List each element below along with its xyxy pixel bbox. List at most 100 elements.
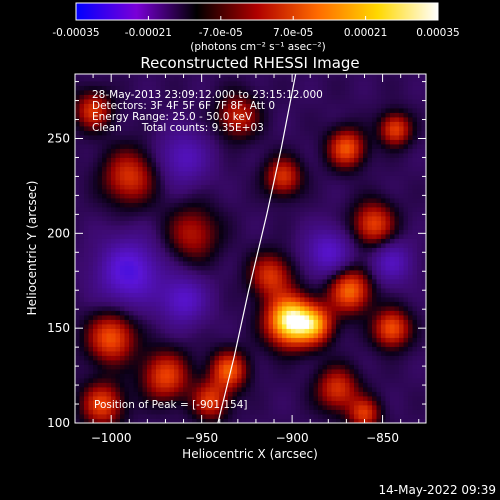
heatmap-pixel <box>129 355 134 361</box>
heatmap-pixel <box>178 162 184 167</box>
heatmap-pixel <box>178 279 184 284</box>
heatmap-pixel <box>75 301 80 307</box>
heatmap-pixel <box>304 346 310 352</box>
heatmap-pixel <box>322 238 328 244</box>
heatmap-pixel <box>349 409 355 415</box>
heatmap-pixel <box>349 373 355 379</box>
heatmap-pixel <box>223 180 229 185</box>
heatmap-pixel <box>192 153 197 158</box>
heatmap-pixel <box>120 418 125 423</box>
heatmap-pixel <box>336 409 341 415</box>
heatmap-pixel <box>264 283 269 289</box>
heatmap-pixel <box>196 225 202 230</box>
heatmap-pixel <box>354 364 359 370</box>
heatmap-pixel <box>322 261 328 266</box>
heatmap-pixel <box>403 256 409 262</box>
heatmap-pixel <box>97 310 103 316</box>
heatmap-pixel <box>295 144 301 149</box>
heatmap-pixel <box>399 279 404 284</box>
heatmap-pixel <box>129 382 134 388</box>
heatmap-pixel <box>133 297 139 302</box>
heatmap-pixel <box>111 220 116 226</box>
heatmap-pixel <box>138 153 143 158</box>
heatmap-pixel <box>367 360 373 365</box>
heatmap-pixel <box>345 198 350 203</box>
heatmap-pixel <box>286 310 292 316</box>
heatmap-pixel <box>354 175 359 181</box>
heatmap-pixel <box>282 166 287 172</box>
heatmap-pixel <box>291 252 296 257</box>
heatmap-pixel <box>385 360 391 365</box>
heatmap-pixel <box>340 211 346 217</box>
heatmap-pixel <box>421 243 426 248</box>
heatmap-pixel <box>268 409 274 415</box>
heatmap-pixel <box>273 148 278 154</box>
heatmap-pixel <box>417 288 422 293</box>
heatmap-pixel <box>183 405 188 410</box>
heatmap-pixel <box>138 157 143 163</box>
heatmap-pixel <box>169 279 175 284</box>
heatmap-pixel <box>322 387 328 392</box>
heatmap-pixel <box>156 153 161 158</box>
heatmap-pixel <box>75 256 80 262</box>
heatmap-pixel <box>399 243 404 248</box>
heatmap-pixel <box>241 283 247 289</box>
heatmap-pixel <box>178 328 184 334</box>
heatmap-pixel <box>183 166 188 172</box>
heatmap-pixel <box>160 144 166 149</box>
heatmap-pixel <box>102 288 107 293</box>
heatmap-pixel <box>237 396 242 401</box>
heatmap-pixel <box>412 198 418 203</box>
heatmap-pixel <box>345 270 350 275</box>
heatmap-pixel <box>246 292 251 298</box>
heatmap-pixel <box>385 216 391 221</box>
heatmap-pixel <box>178 391 184 397</box>
heatmap-pixel <box>291 198 296 203</box>
heatmap-pixel <box>169 193 175 199</box>
heatmap-pixel <box>313 279 319 284</box>
heatmap-pixel <box>421 180 426 185</box>
heatmap-pixel <box>214 346 220 352</box>
heatmap-pixel <box>255 234 260 239</box>
heatmap-pixel <box>174 211 179 217</box>
heatmap-pixel <box>102 292 107 298</box>
heatmap-pixel <box>79 373 85 379</box>
heatmap-pixel <box>183 270 188 275</box>
heatmap-pixel <box>138 261 143 266</box>
heatmap-pixel <box>313 229 319 235</box>
heatmap-pixel <box>417 396 422 401</box>
heatmap-pixel <box>367 319 373 325</box>
heatmap-pixel <box>376 157 382 163</box>
heatmap-pixel <box>79 189 85 194</box>
heatmap-pixel <box>133 306 139 311</box>
heatmap-pixel <box>412 310 418 316</box>
heatmap-pixel <box>273 328 278 334</box>
heatmap-pixel <box>84 342 89 347</box>
heatmap-pixel <box>160 414 166 419</box>
heatmap-pixel <box>183 234 188 239</box>
heatmap-pixel <box>264 270 269 275</box>
heatmap-pixel <box>97 180 103 185</box>
heatmap-pixel <box>237 360 242 365</box>
heatmap-pixel <box>196 265 202 271</box>
heatmap-pixel <box>408 328 413 334</box>
heatmap-pixel <box>349 261 355 266</box>
heatmap-pixel <box>93 315 98 320</box>
heatmap-pixel <box>345 148 350 154</box>
heatmap-pixel <box>367 234 373 239</box>
heatmap-pixel <box>133 229 139 235</box>
heatmap-pixel <box>282 306 287 311</box>
heatmap-pixel <box>169 369 175 374</box>
heatmap-pixel <box>102 225 107 230</box>
heatmap-pixel <box>268 166 274 172</box>
heatmap-pixel <box>349 234 355 239</box>
heatmap-pixel <box>165 301 170 307</box>
heatmap-pixel <box>367 229 373 235</box>
heatmap-pixel <box>106 234 112 239</box>
heatmap-pixel <box>214 328 220 334</box>
heatmap-pixel <box>300 157 305 163</box>
heatmap-pixel <box>228 225 233 230</box>
heatmap-pixel <box>156 310 161 316</box>
heatmap-pixel <box>273 238 278 244</box>
heatmap-pixel <box>147 198 152 203</box>
